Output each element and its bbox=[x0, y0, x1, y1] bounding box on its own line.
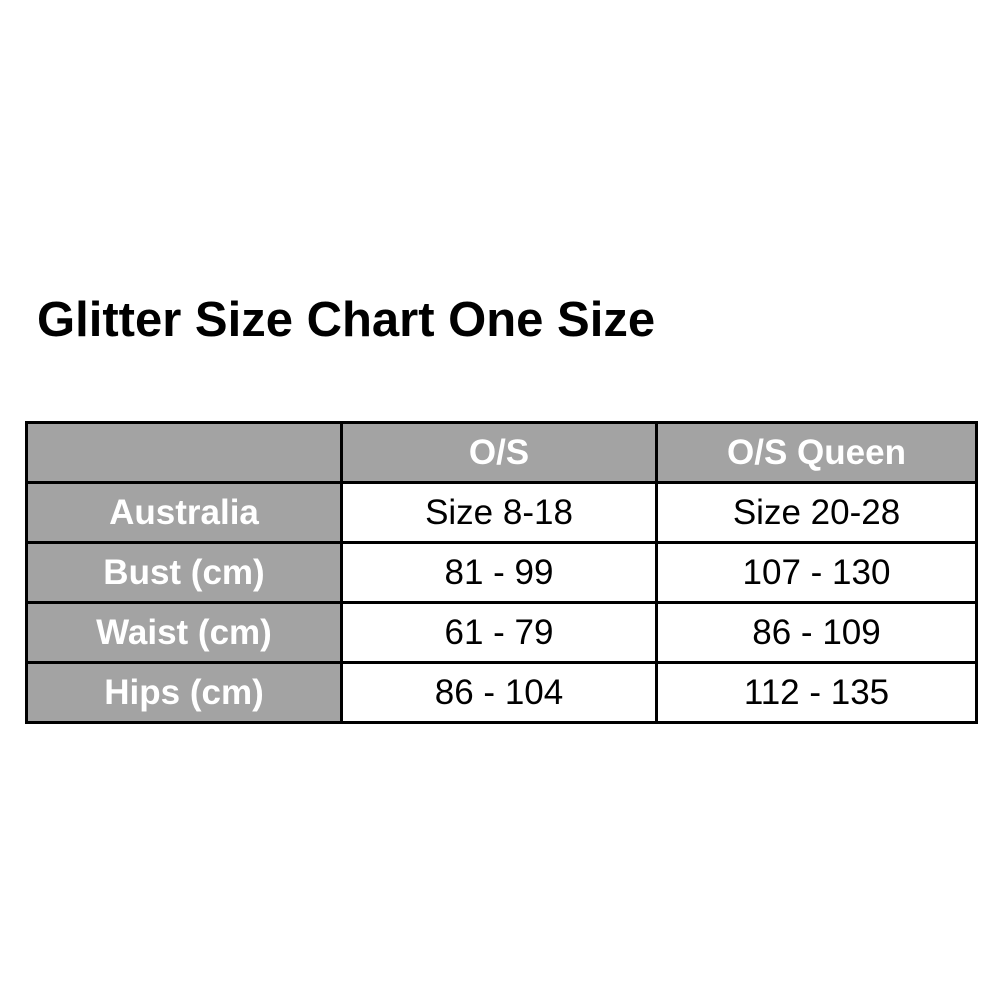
cell-value: 86 - 109 bbox=[655, 601, 978, 664]
cell-value: Size 8-18 bbox=[340, 481, 658, 544]
size-chart-table: O/S O/S Queen Australia Size 8-18 Size 2… bbox=[25, 421, 978, 724]
cell-value: 81 - 99 bbox=[340, 541, 658, 604]
row-label: Waist (cm) bbox=[25, 601, 343, 664]
cell-value: 86 - 104 bbox=[340, 661, 658, 724]
header-os-queen: O/S Queen bbox=[655, 421, 978, 484]
row-label: Australia bbox=[25, 481, 343, 544]
row-label: Bust (cm) bbox=[25, 541, 343, 604]
header-empty-cell bbox=[25, 421, 343, 484]
cell-value: 61 - 79 bbox=[340, 601, 658, 664]
header-os: O/S bbox=[340, 421, 658, 484]
table-row: Hips (cm) 86 - 104 112 - 135 bbox=[25, 661, 978, 724]
page-title: Glitter Size Chart One Size bbox=[37, 293, 656, 347]
cell-value: Size 20-28 bbox=[655, 481, 978, 544]
table-row: Waist (cm) 61 - 79 86 - 109 bbox=[25, 601, 978, 664]
cell-value: 112 - 135 bbox=[655, 661, 978, 724]
row-label: Hips (cm) bbox=[25, 661, 343, 724]
table-row: Australia Size 8-18 Size 20-28 bbox=[25, 481, 978, 544]
table-row: Bust (cm) 81 - 99 107 - 130 bbox=[25, 541, 978, 604]
header-row: O/S O/S Queen bbox=[25, 421, 978, 484]
cell-value: 107 - 130 bbox=[655, 541, 978, 604]
